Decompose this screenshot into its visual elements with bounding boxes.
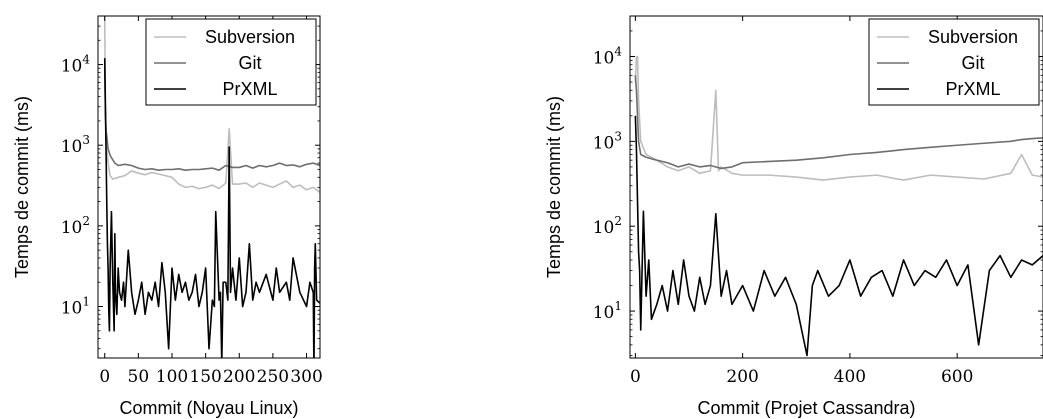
legend-label: Git: [238, 53, 261, 73]
y-tick-label: 103: [61, 133, 90, 157]
series-line-prxml: [103, 58, 320, 358]
legend-label: Subversion: [928, 27, 1018, 47]
x-tick-label: 50: [128, 367, 150, 387]
legend: Subversion Git PrXML: [868, 18, 1040, 106]
legend-box: [868, 18, 1040, 106]
x-tick-label: 0: [99, 367, 110, 387]
chart-panel-cassandra: Commit (Projet Cassandra) Temps de commi…: [544, 15, 1043, 418]
legend-label: PrXML: [222, 79, 277, 99]
series-group: [103, 16, 320, 358]
x-tick-label: 300: [290, 367, 322, 387]
x-tick-label: 200: [726, 367, 758, 387]
x-tick-label: 200: [223, 367, 255, 387]
legend-label: PrXML: [945, 79, 1000, 99]
x-axis-label: Commit (Noyau Linux): [119, 398, 298, 418]
series-line-subversion: [634, 55, 1043, 181]
series-line-prxml: [634, 115, 1043, 357]
y-tick-label: 104: [593, 44, 623, 68]
legend-box: [145, 18, 317, 106]
y-tick-label: 104: [61, 53, 91, 77]
y-tick-label: 101: [61, 295, 90, 319]
x-axis-label: Commit (Projet Cassandra): [697, 398, 915, 418]
legend-label: Subversion: [205, 27, 295, 47]
y-tick-label: 103: [593, 129, 622, 153]
y-axis-label: Temps de commit (ms): [544, 96, 564, 278]
y-tick-label: 102: [593, 214, 622, 238]
legend-label: Git: [961, 53, 984, 73]
series-line-git: [103, 68, 320, 171]
x-tick-label: 0: [630, 367, 641, 387]
series-line-subversion: [103, 16, 320, 194]
chart-panel-linux: Commit (Noyau Linux) Temps de commit (ms…: [12, 15, 323, 418]
x-tick-label: 150: [189, 367, 221, 387]
x-tick-label: 400: [834, 367, 866, 387]
x-tick-label: 600: [941, 367, 973, 387]
y-tick-label: 102: [61, 214, 90, 238]
legend: Subversion Git PrXML: [145, 18, 317, 106]
series-group: [634, 55, 1043, 357]
y-tick-label: 101: [593, 299, 622, 323]
plot-frame: [629, 15, 1043, 359]
x-tick-label: 250: [257, 367, 289, 387]
series-line-git: [634, 75, 1043, 170]
x-tick-label: 100: [156, 367, 188, 387]
y-axis-label: Temps de commit (ms): [12, 96, 32, 278]
